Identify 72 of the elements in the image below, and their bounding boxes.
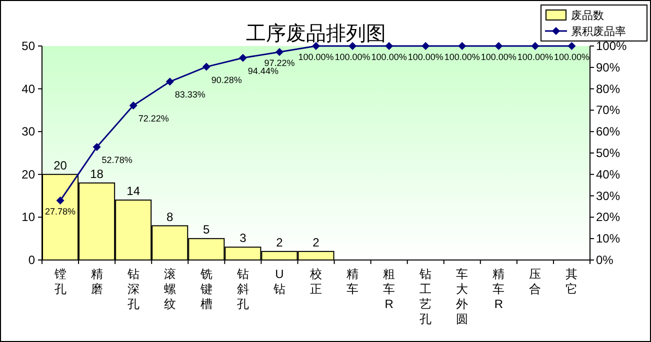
x-tick-label: 校正 — [309, 267, 322, 296]
x-tick-label: 精磨 — [90, 267, 103, 296]
legend-label: 废品数 — [571, 9, 604, 22]
point — [422, 42, 430, 50]
data-label: 27.78% — [45, 206, 76, 217]
x-tick-label: 其它 — [566, 267, 578, 296]
y2-tick-label: 80% — [596, 82, 620, 96]
point — [494, 42, 503, 50]
y-tick-label: 0 — [28, 253, 36, 267]
chart-title: 工序废品排列图 — [246, 23, 386, 45]
data-label: 100.00% — [554, 52, 590, 62]
y2-tick-label: 0% — [596, 253, 614, 267]
point — [568, 42, 576, 50]
y-tick-label: 50 — [22, 39, 36, 53]
legend-label: 累积废品率 — [571, 25, 626, 38]
point — [458, 42, 466, 50]
y2-tick-label: 100% — [596, 39, 628, 53]
x-tick-label: 铣键槽 — [199, 267, 212, 311]
point — [275, 48, 284, 56]
point — [238, 54, 247, 62]
x-tick-label: U钻 — [272, 267, 286, 296]
data-label: 90.28% — [211, 74, 242, 85]
data-label: 100.00% — [298, 52, 334, 62]
data-label: 100.00% — [408, 52, 444, 62]
x-tick-label: 钻斜孔 — [236, 267, 249, 311]
x-tick-label: 车大外圆 — [456, 267, 468, 326]
y2-tick-label: 70% — [596, 103, 620, 118]
y2-tick-label: 30% — [596, 188, 620, 203]
point — [312, 42, 320, 50]
data-label: 20 — [54, 158, 68, 172]
x-tick-label: 镗孔 — [53, 267, 66, 296]
x-tick-label: 精车R — [492, 267, 505, 311]
y2-tick-label: 40% — [596, 167, 620, 182]
point — [129, 101, 138, 110]
x-tick-label: 滚螺纹 — [164, 267, 176, 311]
data-label: 100.00% — [444, 52, 480, 62]
data-label: 8 — [166, 210, 174, 224]
point — [385, 42, 394, 50]
point — [92, 143, 101, 152]
y2-tick-label: 10% — [596, 232, 620, 246]
y2-tick-label: 50% — [596, 146, 620, 160]
data-label: 100.00% — [480, 52, 516, 62]
y2-tick-label: 90% — [596, 60, 620, 74]
y-tick-label: 30 — [22, 124, 36, 139]
point — [531, 42, 540, 50]
x-tick-label: 钻工艺孔 — [418, 267, 432, 326]
data-label: 3 — [240, 231, 247, 246]
point — [166, 78, 174, 86]
x-tick-label: 精车 — [346, 267, 359, 296]
data-label: 83.33% — [174, 90, 206, 100]
y2-tick-label: 20% — [596, 210, 620, 224]
point — [202, 62, 210, 71]
y-tick-label: 20 — [22, 167, 36, 182]
data-label: 100.00% — [371, 52, 407, 62]
x-tick-label: 压合 — [529, 267, 542, 296]
data-label: 97.22% — [264, 58, 295, 68]
y-tick-label: 10 — [22, 210, 36, 224]
x-tick-label: 粗车R — [383, 267, 396, 311]
data-label: 2 — [312, 235, 320, 250]
data-label: 52.78% — [102, 155, 132, 166]
x-tick-label: 钻深孔 — [126, 267, 140, 311]
y-tick-label: 40 — [22, 82, 36, 96]
data-label: 2 — [276, 235, 284, 250]
data-label: 94.44% — [248, 66, 278, 76]
data-label: 5 — [203, 222, 210, 237]
data-label: 100.00% — [517, 52, 553, 62]
data-label: 14 — [126, 184, 140, 198]
y2-tick-label: 60% — [596, 124, 620, 139]
point — [56, 196, 64, 205]
data-label: 72.22% — [138, 113, 169, 124]
data-label: 100.00% — [334, 52, 370, 62]
data-label: 18 — [90, 166, 104, 181]
